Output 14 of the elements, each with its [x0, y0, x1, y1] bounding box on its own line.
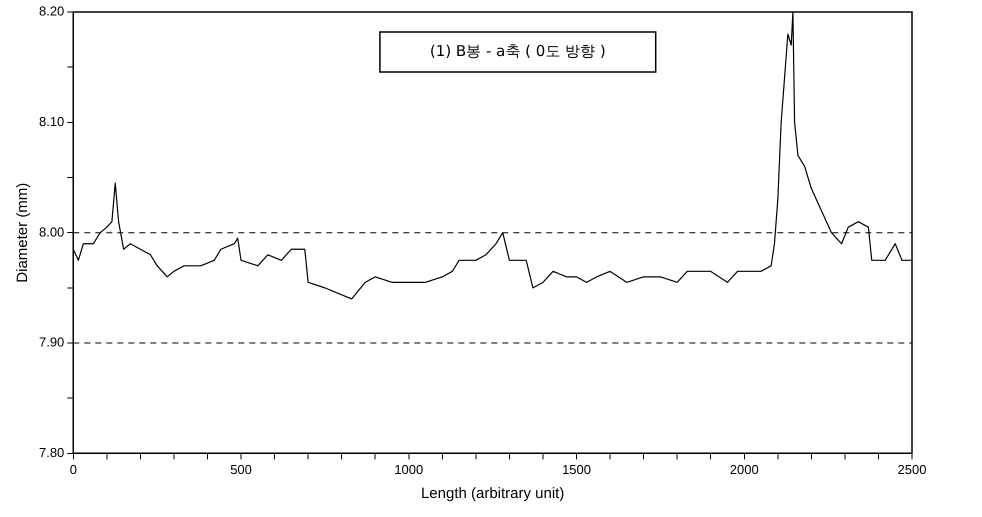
y-tick-label: 7.80 [38, 444, 64, 460]
x-axis-title: Length (arbitrary unit) [420, 485, 564, 502]
y-tick-label: 8.00 [38, 224, 64, 240]
x-tick-label: 1000 [394, 462, 424, 477]
y-tick-label: 8.20 [38, 4, 64, 19]
x-tick-label: 2000 [730, 462, 759, 477]
x-tick-label: 0 [70, 462, 77, 477]
y-axis-title: Diameter (mm) [14, 182, 32, 283]
annotation: (1) B봉 - a축 ( 0도 방향 ) [430, 42, 606, 60]
x-tick-label: 2500 [898, 462, 926, 477]
y-tick-label: 8.10 [38, 114, 64, 129]
x-tick-label: 1500 [562, 462, 591, 477]
y-tick-label: 7.90 [38, 334, 64, 350]
x-tick-label: 500 [230, 462, 252, 477]
